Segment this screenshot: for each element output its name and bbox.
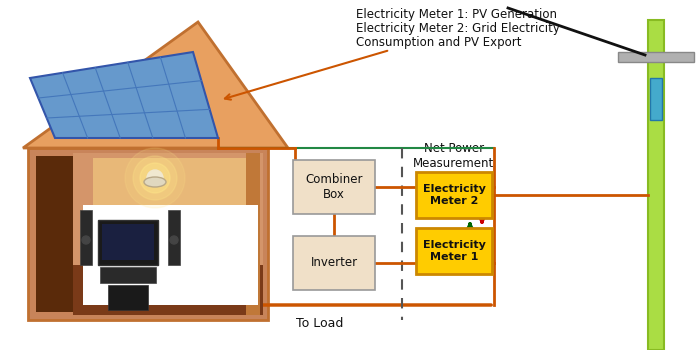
- Text: Consumption and PV Export: Consumption and PV Export: [356, 36, 522, 49]
- Text: Net Power
Measurement: Net Power Measurement: [414, 142, 495, 170]
- Circle shape: [170, 236, 178, 244]
- Text: To Load: To Load: [296, 317, 344, 330]
- Polygon shape: [23, 22, 288, 148]
- Polygon shape: [30, 52, 218, 138]
- FancyBboxPatch shape: [293, 236, 375, 290]
- FancyBboxPatch shape: [108, 285, 148, 310]
- FancyBboxPatch shape: [168, 210, 180, 265]
- Text: Electricity
Meter 1: Electricity Meter 1: [423, 240, 485, 262]
- Text: Combiner
Box: Combiner Box: [305, 173, 363, 201]
- FancyBboxPatch shape: [80, 210, 92, 265]
- FancyBboxPatch shape: [73, 265, 263, 315]
- Text: Inverter: Inverter: [310, 257, 358, 270]
- Circle shape: [140, 163, 170, 193]
- Text: Electricity
Meter 2: Electricity Meter 2: [423, 184, 485, 206]
- FancyBboxPatch shape: [102, 224, 154, 260]
- FancyBboxPatch shape: [93, 158, 253, 265]
- FancyBboxPatch shape: [28, 148, 268, 320]
- FancyBboxPatch shape: [73, 153, 263, 315]
- Circle shape: [133, 156, 177, 200]
- FancyBboxPatch shape: [246, 153, 260, 315]
- Circle shape: [82, 236, 90, 244]
- FancyBboxPatch shape: [648, 20, 664, 350]
- FancyBboxPatch shape: [293, 160, 375, 214]
- Circle shape: [147, 170, 163, 186]
- Text: Electricity Meter 1: PV Generation: Electricity Meter 1: PV Generation: [356, 8, 557, 21]
- Polygon shape: [36, 156, 73, 312]
- FancyBboxPatch shape: [100, 267, 156, 283]
- Ellipse shape: [144, 177, 166, 187]
- FancyBboxPatch shape: [416, 172, 492, 218]
- FancyBboxPatch shape: [83, 205, 258, 305]
- FancyBboxPatch shape: [650, 78, 662, 120]
- FancyBboxPatch shape: [98, 220, 158, 265]
- Circle shape: [125, 148, 185, 208]
- FancyBboxPatch shape: [618, 52, 694, 62]
- Text: Electricity Meter 2: Grid Electricity: Electricity Meter 2: Grid Electricity: [356, 22, 560, 35]
- FancyBboxPatch shape: [416, 228, 492, 274]
